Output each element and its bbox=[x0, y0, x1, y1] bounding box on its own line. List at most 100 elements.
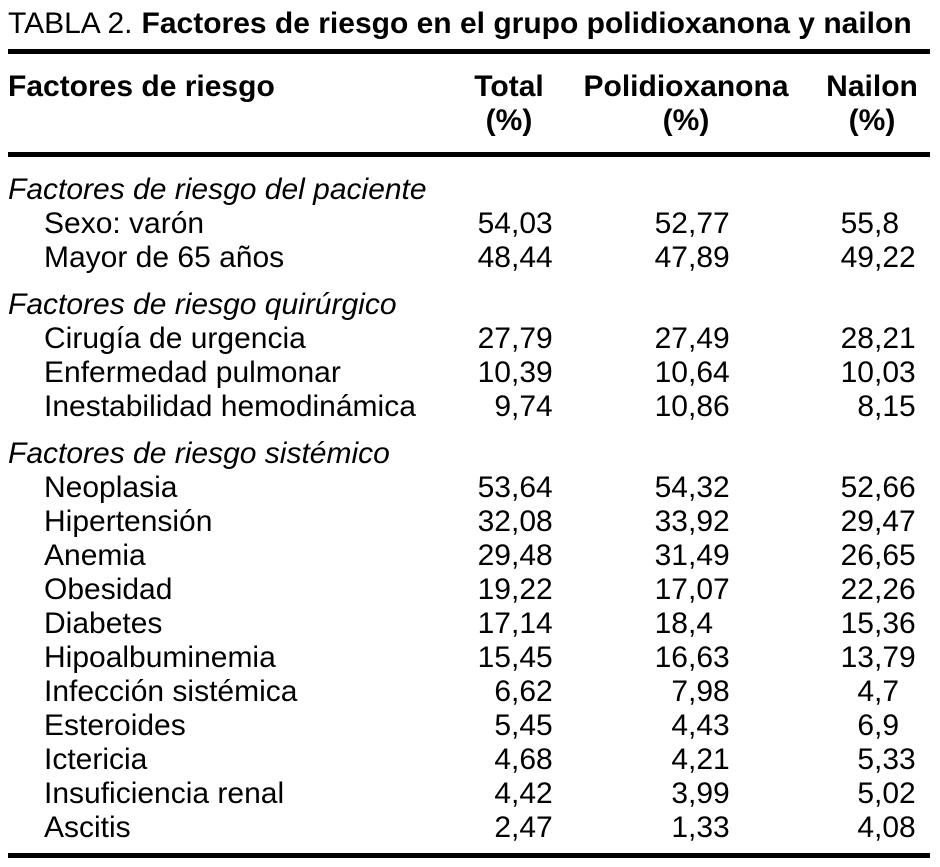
value-integer-part: 4 bbox=[857, 675, 874, 708]
section-header-row: Factores de riesgo quirúrgico bbox=[0, 288, 940, 322]
value-decimal-part: ,79 bbox=[874, 641, 916, 674]
table-body: Factores de riesgo del paciente Sexo: var… bbox=[0, 157, 940, 845]
column-header-polidioxanona-unit: (%) bbox=[662, 104, 710, 137]
cell-nailon: 6,9 bbox=[730, 709, 916, 743]
table-header: Factores de riesgo Total (%) Polidioxano… bbox=[0, 54, 940, 152]
value-decimal-part: ,64 bbox=[688, 356, 730, 389]
cell-polidioxanona: 4,21 bbox=[553, 743, 730, 777]
table-row: Hipertensión 32,08 33,92 29,47 bbox=[0, 505, 940, 539]
value-integer-part: 8 bbox=[857, 390, 874, 423]
row-label: Ictericia bbox=[44, 743, 148, 776]
cell-polidioxanona: 18,4 bbox=[553, 607, 730, 641]
row-label: Hipertensión bbox=[44, 505, 213, 538]
cell-nailon: 22,26 bbox=[730, 573, 916, 607]
value-decimal-part: ,36 bbox=[874, 607, 916, 640]
table-title: Factores de riesgo en el grupo polidioxa… bbox=[141, 7, 912, 40]
value-integer-part: 48 bbox=[477, 241, 511, 274]
value-decimal-part: ,33 bbox=[874, 743, 916, 776]
table-row: Mayor de 65 años 48,44 47,89 49,22 bbox=[0, 241, 940, 275]
value-decimal-part: ,65 bbox=[874, 539, 916, 572]
column-header-polidioxanona: Polidioxanona (%) bbox=[553, 70, 788, 138]
row-label: Cirugía de urgencia bbox=[44, 322, 306, 355]
value-integer-part: 16 bbox=[654, 641, 688, 674]
section-header-row: Factores de riesgo del paciente bbox=[0, 173, 940, 207]
table-row: Inestabilidad hemodinámica 9,74 10,86 8,15 bbox=[0, 390, 940, 424]
cell-polidioxanona: 10,64 bbox=[553, 356, 730, 390]
value-integer-part: 33 bbox=[654, 505, 688, 538]
value-decimal-part: ,4 bbox=[688, 607, 714, 640]
row-label: Sexo: varón bbox=[44, 207, 205, 240]
value-integer-part: 17 bbox=[654, 573, 688, 606]
value-integer-part: 10 bbox=[477, 356, 511, 389]
table-section: Factores de riesgo sistémico Neoplasia 53,… bbox=[0, 437, 940, 845]
cell-total: 4,42 bbox=[445, 777, 553, 811]
value-decimal-part: ,62 bbox=[511, 675, 553, 708]
table-row: Anemia 29,48 31,49 26,65 bbox=[0, 539, 940, 573]
table-row: Obesidad 19,22 17,07 22,26 bbox=[0, 573, 940, 607]
cell-nailon: 55,8 bbox=[730, 207, 916, 241]
header-rule bbox=[8, 152, 930, 157]
value-decimal-part: ,42 bbox=[511, 777, 553, 810]
value-integer-part: 22 bbox=[840, 573, 874, 606]
value-integer-part: 19 bbox=[477, 573, 511, 606]
table-row: Enfermedad pulmonar 10,39 10,64 10,03 bbox=[0, 356, 940, 390]
cell-polidioxanona: 47,89 bbox=[553, 241, 730, 275]
cell-polidioxanona: 54,32 bbox=[553, 471, 730, 505]
column-header-nailon: Nailon (%) bbox=[730, 70, 918, 138]
value-integer-part: 4 bbox=[494, 777, 511, 810]
cell-total: 53,64 bbox=[445, 471, 553, 505]
row-label: Inestabilidad hemodinámica bbox=[44, 390, 416, 423]
value-integer-part: 15 bbox=[477, 641, 511, 674]
table-caption: TABLA 2. Factores de riesgo en el grupo p… bbox=[0, 0, 940, 42]
cell-nailon: 15,36 bbox=[730, 607, 916, 641]
value-decimal-part: ,22 bbox=[511, 573, 553, 606]
value-integer-part: 2 bbox=[494, 811, 511, 844]
value-integer-part: 5 bbox=[494, 709, 511, 742]
column-header-polidioxanona-name: Polidioxanona bbox=[583, 70, 789, 103]
cell-nailon: 26,65 bbox=[730, 539, 916, 573]
value-decimal-part: ,77 bbox=[688, 207, 730, 240]
column-header-total: Total (%) bbox=[445, 70, 553, 138]
cell-nailon: 52,66 bbox=[730, 471, 916, 505]
cell-polidioxanona: 3,99 bbox=[553, 777, 730, 811]
value-decimal-part: ,14 bbox=[511, 607, 553, 640]
section-header-row: Factores de riesgo sistémico bbox=[0, 437, 940, 471]
cell-polidioxanona: 27,49 bbox=[553, 322, 730, 356]
value-integer-part: 4 bbox=[494, 743, 511, 776]
section-label: Factores de riesgo quirúrgico bbox=[8, 288, 397, 321]
row-label: Insuficiencia renal bbox=[44, 777, 285, 810]
value-decimal-part: ,03 bbox=[511, 207, 553, 240]
value-decimal-part: ,26 bbox=[874, 573, 916, 606]
cell-polidioxanona: 1,33 bbox=[553, 811, 730, 845]
value-decimal-part: ,66 bbox=[874, 471, 916, 504]
value-decimal-part: ,45 bbox=[511, 641, 553, 674]
cell-total: 10,39 bbox=[445, 356, 553, 390]
value-decimal-part: ,44 bbox=[511, 241, 553, 274]
table-row: Neoplasia 53,64 54,32 52,66 bbox=[0, 471, 940, 505]
value-integer-part: 27 bbox=[477, 322, 511, 355]
value-decimal-part: ,21 bbox=[874, 322, 916, 355]
cell-total: 6,62 bbox=[445, 675, 553, 709]
value-decimal-part: ,49 bbox=[688, 322, 730, 355]
value-decimal-part: ,49 bbox=[688, 539, 730, 572]
row-label: Infección sistémica bbox=[44, 675, 298, 708]
section-label: Factores de riesgo del paciente bbox=[8, 173, 427, 206]
cell-polidioxanona: 17,07 bbox=[553, 573, 730, 607]
cell-polidioxanona: 52,77 bbox=[553, 207, 730, 241]
table-section: Factores de riesgo quirúrgico Cirugía de … bbox=[0, 288, 940, 424]
value-integer-part: 4 bbox=[857, 811, 874, 844]
table-row: Cirugía de urgencia 27,79 27,49 28,21 bbox=[0, 322, 940, 356]
cell-nailon: 29,47 bbox=[730, 505, 916, 539]
value-integer-part: 29 bbox=[477, 539, 511, 572]
cell-polidioxanona: 10,86 bbox=[553, 390, 730, 424]
value-integer-part: 55 bbox=[840, 207, 874, 240]
row-label: Diabetes bbox=[44, 607, 163, 640]
table-row: Esteroides 5,45 4,43 6,9 bbox=[0, 709, 940, 743]
value-decimal-part: ,43 bbox=[688, 709, 730, 742]
value-decimal-part: ,47 bbox=[511, 811, 553, 844]
value-integer-part: 31 bbox=[654, 539, 688, 572]
bottom-rule bbox=[8, 853, 930, 858]
value-decimal-part: ,64 bbox=[511, 471, 553, 504]
value-integer-part: 9 bbox=[494, 390, 511, 423]
column-header-nailon-name: Nailon bbox=[826, 70, 918, 103]
